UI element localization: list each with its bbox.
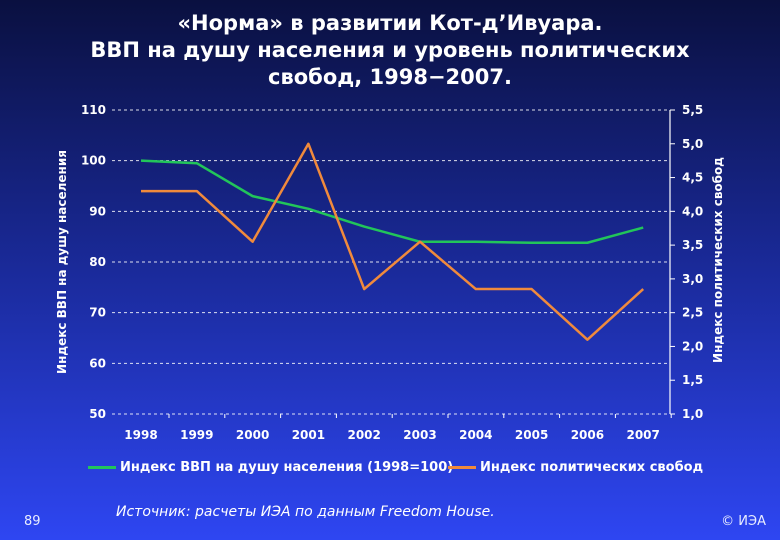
y-right-tick-label: 5,5: [682, 103, 703, 117]
y-right-tick-label: 1,0: [682, 407, 703, 421]
source-note: Источник: расчеты ИЭА по данным Freedom …: [116, 504, 495, 520]
x-tick-label: 2002: [347, 428, 380, 442]
y-left-tick-label: 70: [89, 306, 106, 320]
y-right-tick-label: 1,5: [682, 373, 703, 387]
y-right-axis-title: Индекс политических свобод: [711, 157, 725, 363]
page-number: 89: [24, 514, 41, 529]
x-tick-label: 2007: [626, 428, 659, 442]
freedom-series-line: [141, 142, 645, 341]
y-left-tick-label: 100: [81, 154, 106, 168]
gdp-series-line: [140, 159, 644, 244]
y-right-tick-label: 3,5: [682, 238, 703, 252]
chart-legend: Индекс ВВП на душу населения (1998=100) …: [88, 460, 708, 482]
chart-title: «Норма» в развитии Кот-д’Ивуара. ВВП на …: [20, 10, 760, 91]
copyright: © ИЭА: [721, 514, 766, 529]
y-left-tick-label: 110: [81, 103, 106, 117]
y-right-tick-label: 4,0: [682, 204, 703, 218]
x-tick-label: 2000: [236, 428, 269, 442]
x-tick-label: 2006: [571, 428, 604, 442]
x-tick-label: 1999: [180, 428, 213, 442]
x-tick-label: 2004: [459, 428, 492, 442]
legend-label-gdp: Индекс ВВП на душу населения (1998=100): [120, 460, 454, 475]
legend-swatch-freedom: [448, 466, 476, 469]
y-right-tick-label: 2,5: [682, 306, 703, 320]
x-tick-label: 2001: [292, 428, 325, 442]
legend-item-freedom: Индекс политических свобод: [448, 460, 703, 475]
y-left-tick-label: 90: [89, 204, 106, 218]
y-right-tick-label: 4,5: [682, 171, 703, 185]
title-line-2: ВВП на душу населения и уровень политиче…: [90, 38, 690, 62]
y-left-tick-label: 80: [89, 255, 106, 269]
title-line-3: свобод, 1998−2007.: [268, 65, 512, 89]
y-right-tick-label: 5,0: [682, 137, 703, 151]
legend-item-gdp: Индекс ВВП на душу населения (1998=100): [88, 460, 453, 475]
x-tick-label: 2003: [403, 428, 436, 442]
y-left-axis-title: Индекс ВВП на душу населения: [55, 150, 69, 374]
y-left-tick-label: 60: [89, 356, 106, 370]
legend-label-freedom: Индекс политических свобод: [480, 460, 704, 475]
x-tick-label: 1998: [124, 428, 157, 442]
y-right-tick-label: 2,0: [682, 339, 703, 353]
x-tick-label: 2005: [515, 428, 548, 442]
title-line-1: «Норма» в развитии Кот-д’Ивуара.: [177, 11, 603, 35]
y-right-tick-label: 3,0: [682, 272, 703, 286]
legend-swatch-gdp: [88, 466, 116, 469]
y-left-tick-label: 50: [89, 407, 106, 421]
